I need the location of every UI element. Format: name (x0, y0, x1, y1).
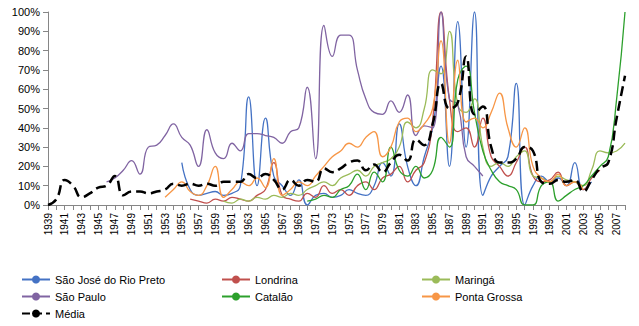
svg-text:20%: 20% (18, 160, 40, 172)
svg-text:1993: 1993 (494, 213, 505, 236)
svg-text:1945: 1945 (93, 213, 104, 236)
svg-text:1979: 1979 (377, 213, 388, 236)
svg-text:1953: 1953 (160, 213, 171, 236)
svg-text:1963: 1963 (243, 213, 254, 236)
svg-text:1983: 1983 (410, 213, 421, 236)
svg-text:2003: 2003 (578, 213, 589, 236)
svg-text:Média: Média (55, 308, 86, 320)
svg-text:1987: 1987 (444, 213, 455, 236)
svg-text:1975: 1975 (344, 213, 355, 236)
svg-text:1959: 1959 (210, 213, 221, 236)
svg-text:0%: 0% (24, 199, 40, 211)
svg-text:1961: 1961 (226, 213, 237, 236)
svg-text:1939: 1939 (43, 213, 54, 236)
svg-text:São José do Rio Preto: São José do Rio Preto (55, 274, 165, 286)
svg-text:1981: 1981 (394, 213, 405, 236)
svg-text:1989: 1989 (461, 213, 472, 236)
svg-text:1997: 1997 (528, 213, 539, 236)
svg-text:80%: 80% (18, 45, 40, 57)
svg-text:1985: 1985 (427, 213, 438, 236)
svg-text:1967: 1967 (277, 213, 288, 236)
svg-text:30%: 30% (18, 141, 40, 153)
svg-text:40%: 40% (18, 122, 40, 134)
svg-text:1977: 1977 (360, 213, 371, 236)
svg-text:1971: 1971 (310, 213, 321, 236)
svg-text:Ponta Grossa: Ponta Grossa (455, 291, 523, 303)
svg-text:1999: 1999 (544, 213, 555, 236)
svg-text:Londrina: Londrina (255, 274, 299, 286)
svg-text:70%: 70% (18, 64, 40, 76)
svg-text:1995: 1995 (511, 213, 522, 236)
svg-text:1955: 1955 (176, 213, 187, 236)
svg-text:1991: 1991 (477, 213, 488, 236)
svg-text:90%: 90% (18, 25, 40, 37)
svg-text:1951: 1951 (143, 213, 154, 236)
svg-text:Maringá: Maringá (455, 274, 496, 286)
svg-text:1949: 1949 (126, 213, 137, 236)
svg-text:1969: 1969 (293, 213, 304, 236)
svg-text:1965: 1965 (260, 213, 271, 236)
svg-text:1957: 1957 (193, 213, 204, 236)
svg-text:1943: 1943 (76, 213, 87, 236)
svg-text:100%: 100% (12, 6, 40, 18)
svg-text:2001: 2001 (561, 213, 572, 236)
svg-text:São Paulo: São Paulo (55, 291, 106, 303)
svg-text:Catalão: Catalão (255, 291, 293, 303)
svg-text:1973: 1973 (327, 213, 338, 236)
svg-text:1941: 1941 (59, 213, 70, 236)
svg-text:10%: 10% (18, 180, 40, 192)
svg-text:60%: 60% (18, 83, 40, 95)
svg-text:2005: 2005 (594, 213, 605, 236)
svg-text:50%: 50% (18, 103, 40, 115)
svg-text:1947: 1947 (109, 213, 120, 236)
svg-text:2007: 2007 (611, 213, 622, 236)
